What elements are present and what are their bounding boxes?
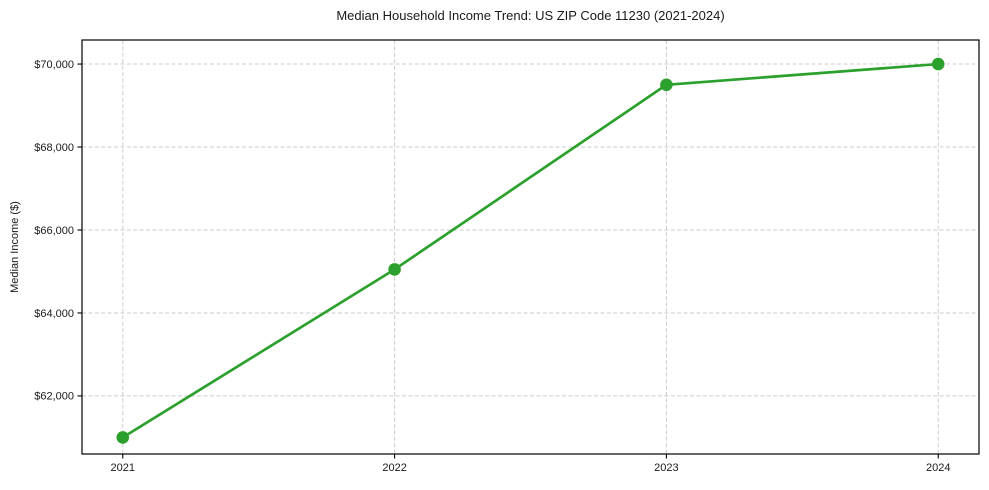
- data-point-marker: [388, 263, 401, 276]
- y-axis-label: Median Income ($): [9, 201, 21, 293]
- x-tick-label: 2024: [926, 462, 950, 474]
- x-tick-label: 2023: [654, 462, 678, 474]
- income-trend-line: [121, 62, 940, 439]
- y-tick-label: $66,000: [34, 225, 74, 237]
- y-tick-label: $64,000: [34, 308, 74, 320]
- chart-title: Median Household Income Trend: US ZIP Co…: [336, 8, 725, 23]
- axes-spines: [81, 39, 980, 455]
- x-tick-label: 2021: [111, 462, 135, 474]
- x-tick-label: 2022: [382, 462, 406, 474]
- y-tick-label: $62,000: [34, 391, 74, 403]
- data-point-marker: [116, 431, 130, 444]
- y-tick-label: $70,000: [34, 59, 74, 71]
- data-point-marker: [931, 57, 945, 71]
- plot-background: [82, 40, 979, 454]
- y-tick-label: $68,000: [34, 142, 74, 154]
- data-point-marker: [660, 78, 673, 92]
